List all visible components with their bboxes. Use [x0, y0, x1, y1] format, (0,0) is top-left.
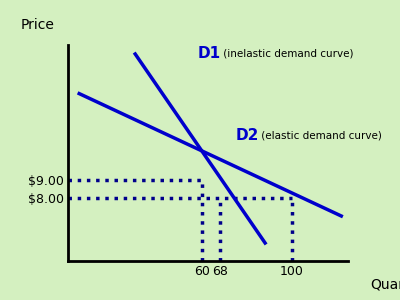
- Text: D2: D2: [236, 128, 259, 142]
- Text: Price: Price: [20, 18, 54, 32]
- Text: (inelastic demand curve): (inelastic demand curve): [220, 49, 354, 59]
- Text: (elastic demand curve): (elastic demand curve): [258, 130, 382, 140]
- Text: D1: D1: [198, 46, 221, 62]
- Text: Quantity: Quantity: [370, 278, 400, 292]
